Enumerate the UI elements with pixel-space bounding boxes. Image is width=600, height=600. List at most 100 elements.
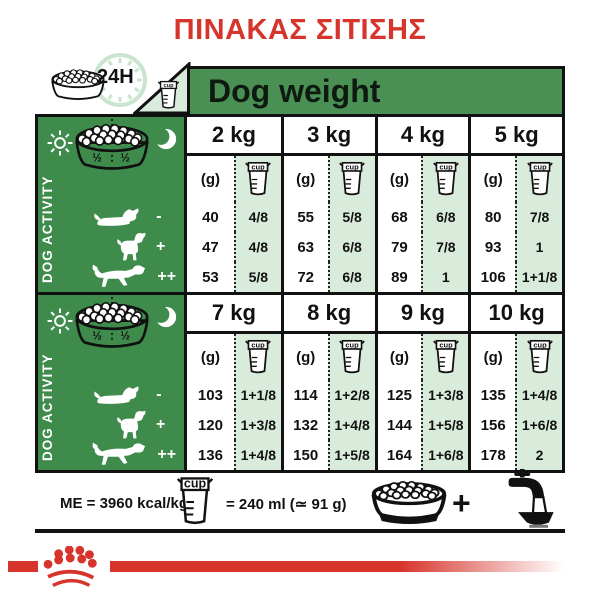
cup-value-cell: 5/8 <box>233 262 281 292</box>
cup-equivalence-label: = 240 ml (≃ 91 g) <box>226 496 347 513</box>
measuring-cup-graphic: cup <box>176 477 214 525</box>
grams-value-cell: 63 <box>280 232 328 262</box>
grams-value-cell: 40 <box>187 202 234 232</box>
sun-graphic <box>47 308 73 334</box>
activity-level-mark: + <box>156 416 166 433</box>
grams-unit-cell: (g) <box>468 156 516 202</box>
dog-activity-label: DOG ACTIVITY <box>40 353 55 462</box>
cup-unit-cell: cup <box>421 156 469 202</box>
brand-bar-right <box>110 561 578 572</box>
grams-value-cell: 120 <box>187 410 234 440</box>
weight-header-cell: 9 kg <box>374 295 469 334</box>
measuring-cup-graphic: cup <box>526 339 553 373</box>
grams-value-cell: 136 <box>187 440 234 470</box>
cup-value-cell: 6/8 <box>327 232 375 262</box>
measuring-cup-graphic: cup <box>526 161 553 195</box>
moon-icon <box>152 126 177 152</box>
dog-activity-rows: - + ++ <box>90 380 182 470</box>
grams-value-cell: 144 <box>374 410 422 440</box>
energy-label: ME = 3960 kcal/kg <box>60 495 188 512</box>
measuring-cup-graphic: cup <box>157 80 180 109</box>
activity-level-mark: ++ <box>157 446 177 463</box>
moon-graphic <box>152 128 177 150</box>
dog-activity-row: ++ <box>90 440 182 470</box>
grams-value-cell: 150 <box>280 440 328 470</box>
dog-activity-rows: - + ++ <box>90 202 182 292</box>
weight-header-cell: 8 kg <box>280 295 375 334</box>
feeding-grid: 7 kg 8 kg 9 kg 10 kg (g) cup (g) cup (g) cup… <box>187 295 562 470</box>
sun-icon <box>44 305 76 337</box>
cup-label: cup <box>533 340 547 349</box>
brand-bar-left <box>8 561 38 572</box>
grams-value-cell: 103 <box>187 380 234 410</box>
cup-value-cell: 1+4/8 <box>515 380 562 410</box>
grams-value-cell: 72 <box>280 262 328 292</box>
page-title: ΠΙΝΑΚΑΣ ΣΙΤΙΣΗΣ <box>173 14 427 46</box>
grams-value-cell: 89 <box>374 262 422 292</box>
cup-label: cup <box>163 83 174 89</box>
half-ration-left: ½ <box>92 152 102 165</box>
grams-value-cell: 79 <box>374 232 422 262</box>
grams-unit-cell: (g) <box>374 156 422 202</box>
cup-unit-cell: cup <box>327 156 375 202</box>
cup-value-cell: 1 <box>515 232 562 262</box>
dog-weight-header: Dog weight <box>187 66 565 114</box>
grams-value-cell: 106 <box>468 262 516 292</box>
measuring-cup-graphic: cup <box>245 339 272 373</box>
kibble-bowl-icon <box>365 477 453 527</box>
cup-value-cell: 1+2/8 <box>327 380 375 410</box>
cup-unit-cell: cup <box>327 334 375 380</box>
lying-dog-icon <box>94 208 139 226</box>
water-tap-graphic <box>508 469 554 528</box>
water-tap-icon <box>504 469 562 529</box>
moon-graphic <box>152 306 177 328</box>
cup-label: cup <box>439 340 453 349</box>
cup-value-cell: 6/8 <box>421 202 469 232</box>
activity-level-mark: - <box>156 386 162 403</box>
grams-value-cell: 68 <box>374 202 422 232</box>
sun-graphic <box>47 130 73 156</box>
half-ration-left: ½ <box>92 330 102 343</box>
grams-value-cell: 164 <box>374 440 422 470</box>
dog-activity-row: + <box>90 410 182 440</box>
24h-label: 24H <box>97 66 134 88</box>
dog-activity-row: + <box>90 232 182 262</box>
cup-value-cell: 1+4/8 <box>327 410 375 440</box>
cup-value-cell: 1 <box>421 262 469 292</box>
cup-label: cup <box>345 162 359 171</box>
weight-header-cell: 4 kg <box>374 117 469 156</box>
running-dog-icon <box>92 264 146 287</box>
grams-unit-cell: (g) <box>280 334 328 380</box>
cup-value-cell: 2 <box>515 440 562 470</box>
cup-value-cell: 1+6/8 <box>515 410 562 440</box>
grams-value-cell: 114 <box>280 380 328 410</box>
grams-value-cell: 125 <box>374 380 422 410</box>
grams-value-cell: 55 <box>280 202 328 232</box>
sun-icon <box>44 127 76 159</box>
dog-weight-label: Dog weight <box>208 73 381 109</box>
grams-unit-cell: (g) <box>374 334 422 380</box>
cup-value-cell: 1+3/8 <box>421 380 469 410</box>
measuring-cup-graphic: cup <box>339 161 365 195</box>
cup-value-cell: 4/8 <box>233 232 281 262</box>
cup-value-cell: 7/8 <box>515 202 562 232</box>
grams-value-cell: 53 <box>187 262 234 292</box>
measuring-cup-graphic: cup <box>245 161 272 195</box>
measuring-cup-graphic: cup <box>432 161 459 195</box>
half-ration-right: ½ <box>120 152 130 165</box>
running-dog-icon <box>92 442 146 465</box>
cup-value-cell: 1+6/8 <box>421 440 469 470</box>
crown-logo-icon <box>36 545 114 596</box>
activity-level-mark: - <box>156 208 162 225</box>
weight-header-cell: 3 kg <box>280 117 375 156</box>
cup-value-cell: 5/8 <box>327 202 375 232</box>
grams-unit-cell: (g) <box>187 334 234 380</box>
grams-value-cell: 156 <box>468 410 516 440</box>
cup-unit-cell: cup <box>233 156 281 202</box>
